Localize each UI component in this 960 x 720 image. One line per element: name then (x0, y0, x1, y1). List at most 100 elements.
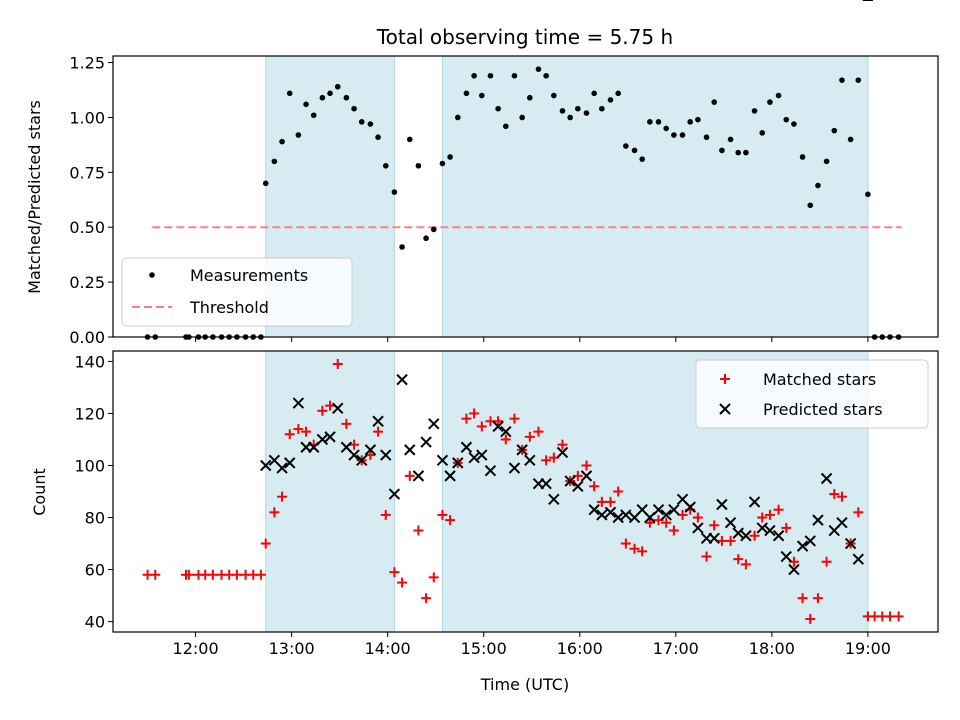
measurement-point (751, 108, 758, 114)
predicted-star-point-b (516, 444, 528, 456)
x-tick-label: 18:00 (749, 639, 795, 658)
matched-star-point (380, 509, 391, 520)
measurement-point (551, 92, 557, 99)
matched-star-point (349, 439, 360, 450)
predicted-star-point-b (668, 504, 680, 516)
count-y-axis-label: Count (30, 468, 49, 516)
predicted-star-point (668, 504, 680, 516)
predicted-star-point-b (756, 522, 768, 534)
predicted-star-point (588, 504, 600, 516)
matched-star-point (493, 416, 504, 427)
matched-star-point (589, 481, 600, 492)
predicted-star-point (524, 454, 536, 466)
predicted-star-point-b (460, 441, 473, 453)
ratio-legend: Measurements Threshold (121, 257, 353, 327)
matched-star-point (812, 593, 823, 604)
predicted-star-point-b (804, 535, 816, 547)
measurement-point (655, 119, 662, 125)
predicted-star-point-b (604, 506, 617, 519)
predicted-star-point-b (652, 504, 665, 516)
matched-star-point (548, 452, 559, 463)
ratio-y-axis-label: Matched/Predicted stars (25, 100, 44, 294)
measurement-point (855, 77, 862, 83)
predicted-star-point-b (660, 509, 672, 521)
measurement-points (144, 66, 902, 340)
predicted-star-point (804, 535, 816, 547)
predicted-star-point (620, 509, 632, 521)
matched-star-point (757, 512, 768, 523)
predicted-star-point (572, 480, 584, 493)
predicted-star-point (820, 472, 833, 485)
predicted-star-point (660, 509, 672, 521)
predicted-star-point-b (380, 449, 392, 461)
legend-predicted-marker (719, 403, 731, 415)
matched-star-point (373, 426, 384, 437)
observing-window-1 (441, 55, 869, 338)
predicted-star-point (508, 462, 521, 474)
x-tick-label: 12:00 (173, 639, 219, 658)
measurement-point (823, 158, 830, 165)
measurement-point (511, 72, 518, 79)
matched-star-point (764, 509, 775, 520)
y-tick-label: 1.00 (69, 108, 105, 127)
matched-star-point (284, 429, 295, 440)
predicted-star-point-b (684, 501, 696, 513)
observing-windows (265, 55, 869, 338)
matched-star-point (668, 525, 679, 536)
matched-star-point (740, 559, 751, 570)
predicted-star-point (740, 530, 752, 542)
legend-cross (719, 403, 731, 415)
measurement-point (783, 116, 790, 123)
x-tick-label: 16:00 (557, 639, 603, 658)
measurement-point (471, 72, 477, 79)
predicted-star-point (516, 444, 528, 456)
predicted-star-point-b (708, 532, 720, 545)
predicted-star-point (484, 464, 497, 477)
matched-star-point (317, 405, 328, 416)
measurement-point (375, 134, 381, 141)
ratio-panel: 0.00 0.25 0.50 0.75 1.00 1.25 Matched/Predict… (25, 54, 939, 347)
predicted-star-point-b (588, 504, 600, 516)
matched-star-point (260, 538, 271, 549)
measurement-point (527, 94, 533, 101)
predicted-star-point (500, 425, 512, 438)
predicted-star-point-b (524, 454, 536, 466)
matched-star-point (629, 543, 640, 554)
legend-cross-b (719, 403, 731, 415)
predicted-star-point-b (540, 477, 552, 490)
matched-star-point (476, 421, 487, 432)
predicted-star-point (724, 517, 737, 529)
matched-star-point (277, 491, 288, 502)
measurement-point (382, 162, 389, 169)
legend-matched-marker (720, 374, 730, 384)
matched-star-point (557, 439, 568, 450)
x-tick-label: 19:00 (845, 639, 891, 658)
legend-measurements-label: Measurements (190, 266, 308, 285)
measurement-point (631, 147, 638, 154)
predicted-star-point-b (412, 470, 425, 482)
measurement-point (847, 136, 854, 143)
x-axis-label: Time (UTC) (480, 675, 569, 694)
matched-star-point (781, 522, 792, 533)
measurement-point (535, 66, 542, 72)
predicted-star-point-b (564, 475, 576, 487)
predicted-star-point (284, 457, 296, 469)
measurement-point (319, 94, 326, 101)
predicted-star-point-b (820, 472, 833, 485)
measurement-point (719, 147, 725, 154)
predicted-star-point (412, 470, 425, 482)
matched-star-point (605, 496, 616, 507)
measurement-point (865, 191, 871, 198)
predicted-star-point (380, 449, 392, 461)
matched-star-point (231, 569, 242, 580)
predicted-star-point (492, 420, 504, 433)
matched-star-point (413, 525, 424, 536)
measurement-point (575, 105, 581, 112)
predicted-star-point-b (420, 436, 432, 448)
predicted-star-point-b (348, 449, 360, 461)
legend-plus (720, 374, 730, 384)
predicted-star-point-b (444, 470, 456, 482)
measurement-point (671, 132, 677, 138)
predicted-star-point (692, 522, 704, 534)
